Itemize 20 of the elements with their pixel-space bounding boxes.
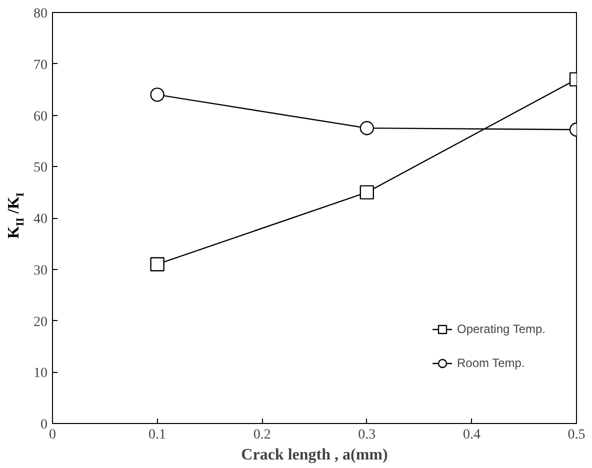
- point: [150, 88, 164, 102]
- point: [150, 257, 164, 272]
- x-tick-label: 0.5: [568, 428, 586, 442]
- y-tick-label: 50: [34, 160, 48, 176]
- y-tick-label: 80: [34, 6, 48, 22]
- x-tick-label: 0.4: [462, 428, 480, 442]
- y-tick-label: 70: [34, 58, 48, 73]
- x-tick-label: 0.3: [358, 428, 376, 442]
- y-tick-label: 20: [34, 314, 48, 330]
- y-axis-title: KII /KI: [6, 192, 26, 239]
- y-tick-label: 10: [34, 366, 48, 382]
- x-axis-title: Crack length , a(mm): [241, 446, 388, 464]
- y-tick-label: 0: [40, 418, 48, 432]
- x-tick-label: 0.2: [253, 428, 271, 442]
- legend-label: Operating Temp.: [457, 322, 546, 336]
- y-tick-label: 30: [34, 263, 48, 278]
- y-tick-label: 40: [34, 212, 48, 227]
- y-tick-label: 60: [34, 109, 48, 124]
- legend-label: Room Temp.: [457, 356, 525, 370]
- x-tick-label: 0.1: [148, 428, 166, 442]
